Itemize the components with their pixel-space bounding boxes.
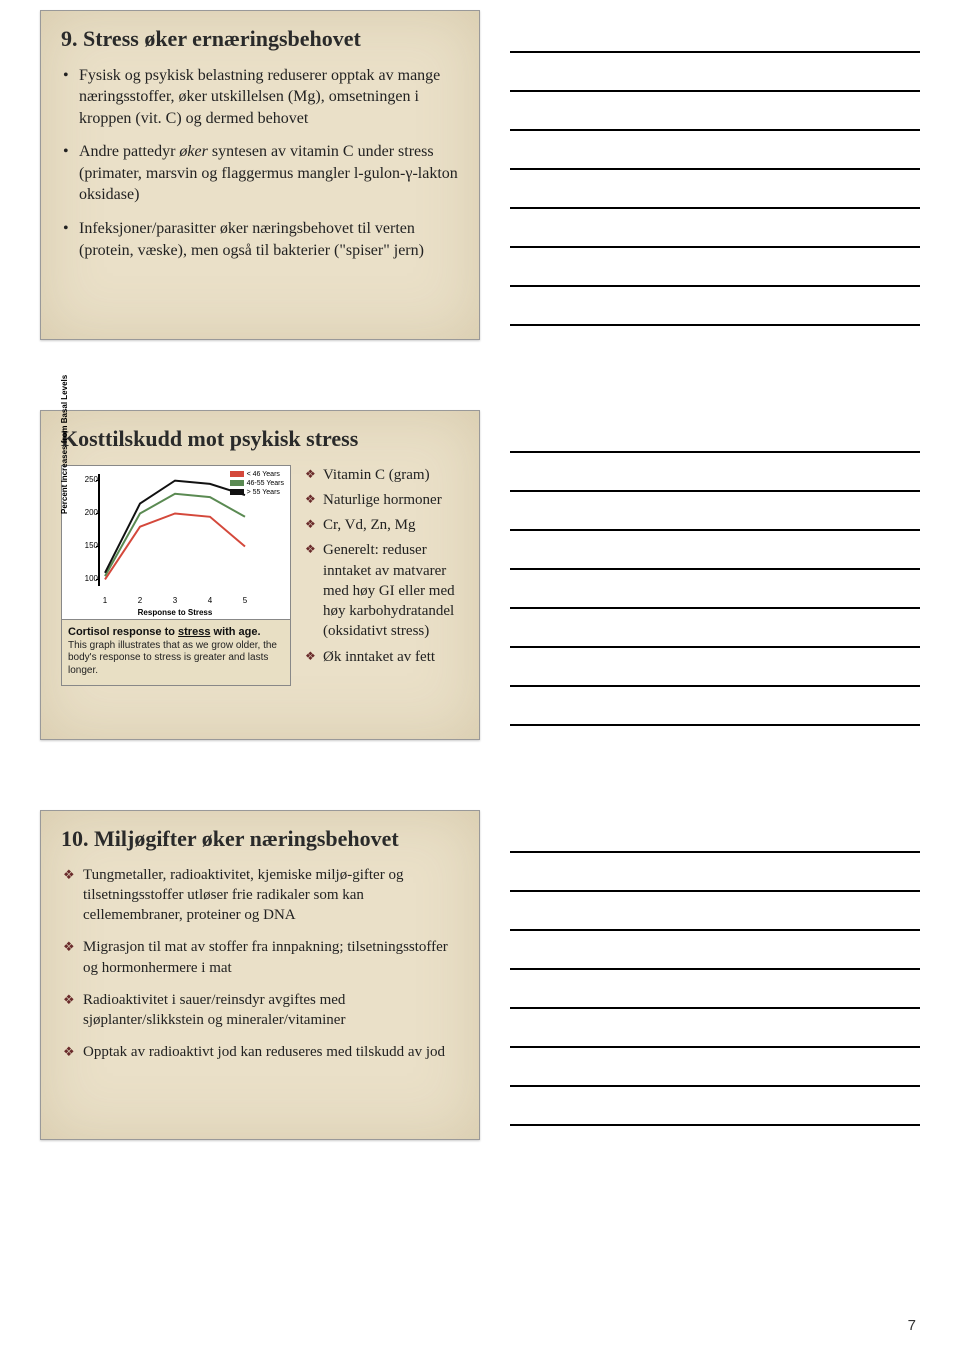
note-line — [510, 248, 920, 287]
slide-1: 9. Stress øker ernæringsbehovet Fysisk o… — [40, 10, 480, 340]
y-tick-mark — [96, 546, 100, 547]
slide-1-bullets: Fysisk og psykisk belastning reduserer o… — [61, 65, 459, 262]
slide-3-title: 10. Miljøgifter øker næringsbehovet — [61, 825, 459, 853]
bullet: Tungmetaller, radioaktivitet, kjemiske m… — [61, 865, 459, 926]
note-line — [510, 814, 920, 853]
note-line — [510, 609, 920, 648]
note-line — [510, 1009, 920, 1048]
bullet: Infeksjoner/parasitter øker næringsbehov… — [61, 218, 459, 261]
chart-caption: Cortisol response to stress with age. Th… — [61, 620, 291, 687]
legend-label: > 55 Years — [247, 488, 280, 497]
note-line — [510, 14, 920, 53]
bullet-text: Andre pattedyr øker syntesen av vitamin … — [79, 143, 458, 203]
note-line — [510, 892, 920, 931]
y-tick-mark — [96, 579, 100, 580]
slide-2-body: Percent Increases from Basal Levels < 46… — [61, 465, 459, 687]
note-line — [510, 287, 920, 326]
note-line — [510, 687, 920, 726]
chart-x-label: Response to Stress — [100, 608, 250, 617]
y-tick-mark — [96, 513, 100, 514]
x-tick-label: 5 — [240, 596, 250, 605]
slide-2: Kosttilskudd mot psykisk stress Percent … — [40, 410, 480, 740]
note-line — [510, 131, 920, 170]
bullet: Andre pattedyr øker syntesen av vitamin … — [61, 141, 459, 206]
notes-block-3 — [510, 810, 920, 1140]
note-line — [510, 531, 920, 570]
note-line — [510, 570, 920, 609]
chart-column: Percent Increases from Basal Levels < 46… — [61, 465, 291, 687]
page-number: 7 — [908, 1317, 916, 1334]
slide-2-title: Kosttilskudd mot psykisk stress — [61, 425, 459, 453]
note-line — [510, 209, 920, 248]
x-tick-label: 4 — [205, 596, 215, 605]
slide-1-title: 9. Stress øker ernæringsbehovet — [61, 25, 459, 53]
row-1: 9. Stress øker ernæringsbehovet Fysisk o… — [40, 10, 920, 340]
bullet: Fysisk og psykisk belastning reduserer o… — [61, 65, 459, 130]
bullet: Opptak av radioaktivt jod kan reduseres … — [61, 1042, 459, 1062]
bullet: Vitamin C (gram) — [303, 465, 459, 485]
note-line — [510, 853, 920, 892]
note-line — [510, 970, 920, 1009]
note-line — [510, 648, 920, 687]
legend-label: 46-55 Years — [247, 479, 284, 488]
bullet: Cr, Vd, Zn, Mg — [303, 515, 459, 535]
cortisol-chart: Percent Increases from Basal Levels < 46… — [61, 465, 291, 620]
x-tick-label: 3 — [170, 596, 180, 605]
bullet: Generelt: reduser inntaket av matvarer m… — [303, 540, 459, 641]
slide-2-bullets: Vitamin C (gram) Naturlige hormoner Cr, … — [303, 465, 459, 687]
chart-caption-title: Cortisol response to stress with age. — [68, 626, 284, 638]
row-2: Kosttilskudd mot psykisk stress Percent … — [40, 410, 920, 740]
bullet: Øk inntaket av fett — [303, 647, 459, 667]
slide-3: 10. Miljøgifter øker næringsbehovet Tung… — [40, 810, 480, 1140]
note-line — [510, 170, 920, 209]
note-line — [510, 1048, 920, 1087]
note-line — [510, 453, 920, 492]
note-line — [510, 92, 920, 131]
legend-label: < 46 Years — [247, 470, 280, 479]
x-tick-label: 2 — [135, 596, 145, 605]
chart-y-label: Percent Increases from Basal Levels — [60, 374, 69, 513]
notes-block-2 — [510, 410, 920, 740]
note-line — [510, 931, 920, 970]
slide-3-bullets: Tungmetaller, radioaktivitet, kjemiske m… — [61, 865, 459, 1063]
note-line — [510, 53, 920, 92]
note-line — [510, 414, 920, 453]
handout-page: 9. Stress øker ernæringsbehovet Fysisk o… — [0, 0, 960, 1352]
chart-plot — [100, 474, 250, 586]
bullet: Migrasjon til mat av stoffer fra innpakn… — [61, 937, 459, 978]
bullet: Radioaktivitet i sauer/reinsdyr avgiftes… — [61, 990, 459, 1031]
notes-block-1 — [510, 10, 920, 340]
chart-caption-text: This graph illustrates that as we grow o… — [68, 640, 284, 678]
y-tick-mark — [96, 480, 100, 481]
bullet: Naturlige hormoner — [303, 490, 459, 510]
note-line — [510, 1087, 920, 1126]
note-line — [510, 492, 920, 531]
x-tick-label: 1 — [100, 596, 110, 605]
row-3: 10. Miljøgifter øker næringsbehovet Tung… — [40, 810, 920, 1140]
